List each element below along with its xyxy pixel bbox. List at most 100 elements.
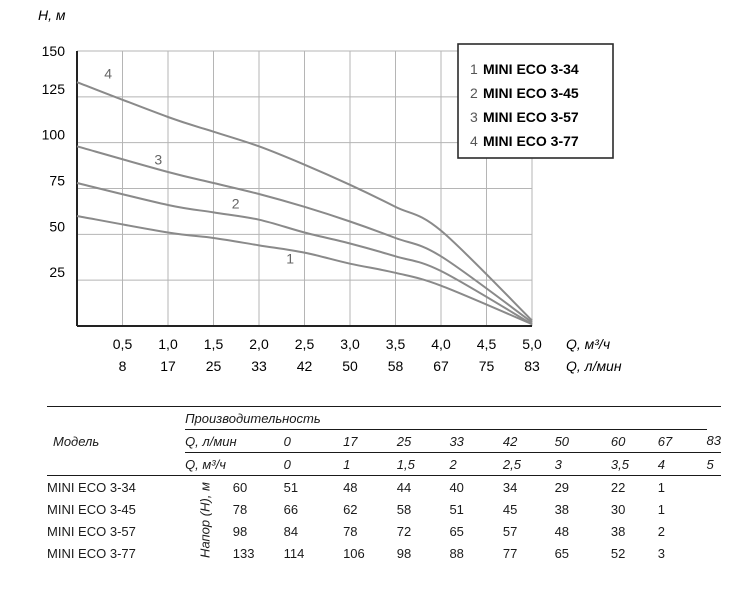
- head-value: 106: [343, 545, 365, 561]
- x-tick-label-m3h: 1,5: [204, 336, 224, 352]
- q-lmin-value: 17: [343, 433, 358, 449]
- q-m3h-value: 5: [706, 456, 714, 472]
- head-value: 66: [283, 501, 299, 517]
- q-lmin-value: 25: [396, 433, 412, 449]
- curve-2: [76, 182, 533, 326]
- head-value: 98: [232, 523, 248, 539]
- head-value: 29: [554, 479, 570, 495]
- q-m3h-value: 1,5: [396, 456, 415, 472]
- chart-grid: [76, 50, 533, 327]
- curve-label-4: 4: [104, 66, 112, 82]
- head-value: 34: [502, 479, 518, 495]
- head-value: 51: [283, 479, 299, 495]
- table-header-row-1: Модель Производительность: [47, 406, 721, 449]
- head-value: 78: [232, 501, 248, 517]
- table-row: MINI ECO 3-77 133 114 106 98 88 77 65 52 3: [47, 542, 721, 564]
- head-value: 60: [232, 479, 248, 495]
- y-axis-label: H, м: [38, 7, 66, 23]
- legend: 1 MINI ECO 3-34 2 MINI ECO 3-45 3 MINI ECO 3-…: [457, 43, 614, 159]
- q-m3h-value: 1: [343, 456, 351, 472]
- legend-entry: MINI ECO 3-57: [483, 109, 579, 125]
- q-m3h-value: 3,5: [610, 456, 629, 472]
- y-tick-label: 100: [42, 127, 66, 143]
- head-value: 3: [657, 545, 666, 561]
- x-tick-label-lmin: 50: [342, 358, 358, 374]
- q-m3h-label: Q, м³/ч: [185, 456, 226, 472]
- q-lmin-value: 50: [554, 433, 570, 449]
- model-header: Модель: [53, 433, 100, 449]
- head-value: 78: [343, 523, 358, 539]
- q-lmin-label: Q, л/мин: [185, 433, 237, 449]
- table-header-row-lmin: Q, л/мин 0 17 25 33 42 50 60 67 83: [47, 430, 721, 453]
- y-tick-label: 50: [49, 218, 65, 234]
- legend-entry: MINI ECO 3-77: [483, 133, 579, 149]
- x-tick-label-m3h: 3,0: [340, 336, 360, 352]
- table-row: MINI ECO 3-45 78 66 62 58 51 45 38 30 1: [47, 498, 721, 520]
- head-value: 1: [657, 501, 666, 517]
- x-tick-label-lmin: 8: [119, 358, 127, 374]
- q-m3h-value: 3: [554, 456, 562, 472]
- head-value: 52: [610, 545, 626, 561]
- head-value: 57: [502, 523, 518, 539]
- x-tick-label-lmin: 67: [433, 358, 449, 374]
- legend-number: 2: [470, 85, 478, 101]
- model-name: MINI ECO 3-34: [47, 479, 136, 495]
- head-value: 2: [657, 523, 666, 539]
- curve-3: [76, 145, 533, 324]
- head-label: Напор (H), м: [197, 482, 213, 558]
- x-tick-labels: 0,5 8 1,0 17 1,5 25 2,0 33 2,5 42 3,0 50 3,5 58 4,0 67 4…: [113, 336, 542, 374]
- head-value: 48: [343, 479, 358, 495]
- model-name: MINI ECO 3-57: [47, 523, 136, 539]
- model-name: MINI ECO 3-77: [47, 545, 136, 561]
- head-value: 48: [554, 523, 570, 539]
- table-row: MINI ECO 3-34 Напор (H), м 60 51 48 44 40 34 2…: [47, 476, 721, 558]
- curve-number-labels: 1 2 3 4: [104, 66, 294, 267]
- head-value: 40: [449, 479, 464, 495]
- q-lmin-value: 67: [657, 433, 673, 449]
- head-value: 98: [396, 545, 412, 561]
- x-axis-label-m3h: Q, м³/ч: [566, 336, 610, 352]
- head-value: 38: [610, 523, 626, 539]
- q-lmin-value: 83: [706, 433, 721, 449]
- performance-table: Модель Производительность Q, л/мин 0 17 25…: [47, 406, 721, 564]
- x-tick-label-m3h: 4,0: [431, 336, 451, 352]
- x-axis-label-lmin: Q, л/мин: [566, 358, 622, 374]
- x-tick-label-m3h: 3,5: [386, 336, 406, 352]
- head-value: 62: [343, 501, 358, 517]
- performance-header: Производительность: [185, 406, 707, 430]
- legend-entry: MINI ECO 3-34: [483, 61, 579, 77]
- head-value: 72: [396, 523, 412, 539]
- q-m3h-value: 0: [283, 456, 291, 472]
- curve-4: [76, 81, 533, 322]
- legend-entry: MINI ECO 3-45: [483, 85, 579, 101]
- head-value: 58: [396, 501, 412, 517]
- x-tick-label-m3h: 2,0: [249, 336, 269, 352]
- legend-number: 3: [470, 109, 478, 125]
- x-tick-label-m3h: 1,0: [158, 336, 178, 352]
- x-tick-label-m3h: 2,5: [295, 336, 315, 352]
- head-value: 22: [610, 479, 626, 495]
- y-tick-label: 25: [49, 264, 65, 280]
- table-row: MINI ECO 3-57 98 84 78 72 65 57 48 38 2: [47, 520, 721, 542]
- q-lmin-value: 42: [502, 433, 518, 449]
- head-value: 84: [283, 523, 299, 539]
- y-tick-label: 125: [42, 81, 66, 97]
- legend-number: 4: [470, 133, 478, 149]
- x-tick-label-lmin: 25: [206, 358, 222, 374]
- head-value: 77: [502, 545, 518, 561]
- curve-1: [76, 215, 533, 326]
- curve-label-3: 3: [154, 152, 162, 168]
- x-tick-label-lmin: 17: [160, 358, 176, 374]
- x-tick-label-lmin: 75: [479, 358, 495, 374]
- x-tick-label-m3h: 0,5: [113, 336, 133, 352]
- head-label-cell: Напор (H), м: [185, 476, 233, 565]
- x-tick-label-lmin: 83: [524, 358, 540, 374]
- x-tick-label-lmin: 58: [388, 358, 404, 374]
- q-lmin-value: 0: [283, 433, 291, 449]
- x-tick-label-lmin: 33: [251, 358, 267, 374]
- head-value: 133: [232, 545, 255, 561]
- q-m3h-value: 4: [657, 456, 666, 472]
- head-value: 114: [283, 545, 305, 561]
- q-lmin-value: 60: [610, 433, 626, 449]
